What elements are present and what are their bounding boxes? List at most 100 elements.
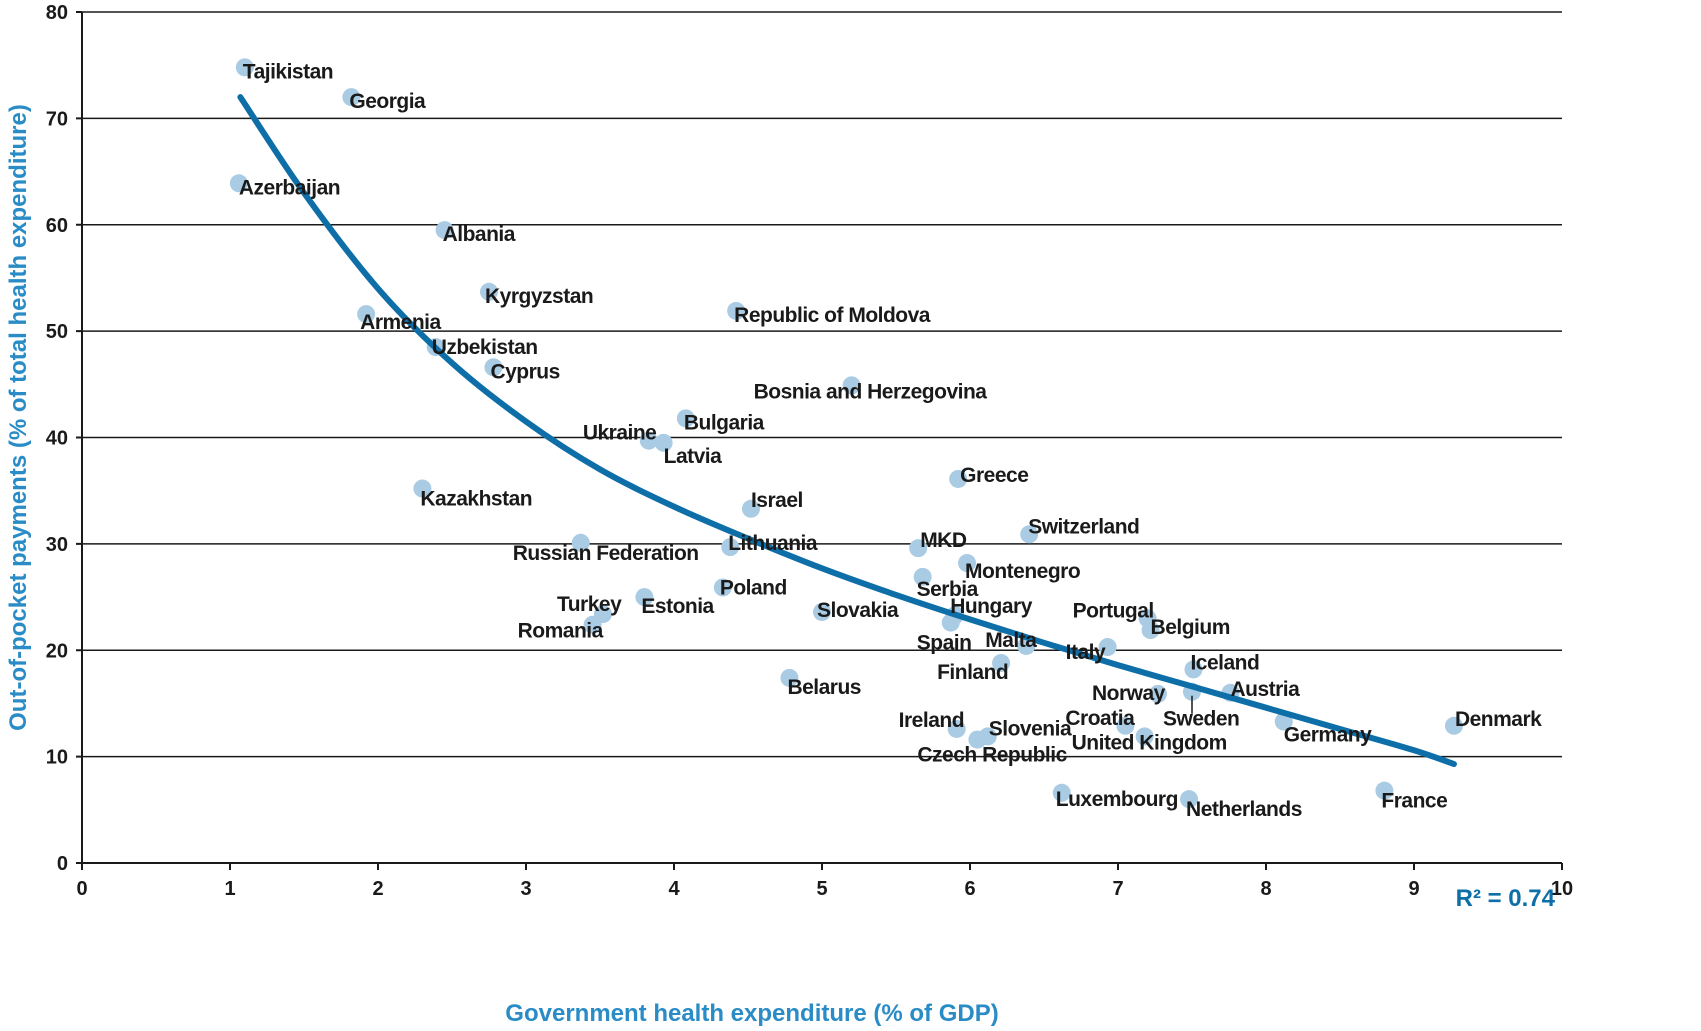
point-luxembourg bbox=[1052, 783, 1071, 802]
point-tajikistan bbox=[235, 58, 254, 77]
label-armenia: Armenia bbox=[360, 311, 441, 334]
x-tick-label-7: 7 bbox=[1112, 878, 1123, 900]
point-russian-federation bbox=[571, 533, 590, 552]
trend-curve bbox=[237, 94, 1457, 768]
point-netherlands bbox=[1180, 790, 1199, 809]
x-tick-label-8: 8 bbox=[1260, 878, 1271, 900]
label-malta: Malta bbox=[985, 629, 1037, 652]
point-israel bbox=[741, 499, 760, 518]
label-estonia: Estonia bbox=[641, 595, 714, 618]
label-spain: Spain bbox=[917, 632, 972, 655]
label-cyprus: Cyprus bbox=[490, 360, 559, 383]
point-greece bbox=[949, 469, 968, 488]
point-bulgaria bbox=[676, 409, 695, 428]
point-serbia bbox=[913, 567, 932, 586]
label-france: France bbox=[1381, 790, 1447, 813]
label-ukraine: Ukraine bbox=[583, 422, 657, 445]
x-tick-label-5: 5 bbox=[816, 878, 827, 900]
point-croatia bbox=[1116, 716, 1135, 735]
y-tick-label-70: 70 bbox=[46, 108, 68, 130]
point-romania bbox=[583, 615, 602, 634]
point-estonia bbox=[635, 588, 654, 607]
point-ireland bbox=[947, 719, 966, 738]
y-axis-title: Out-of-pocket payments (% of total healt… bbox=[5, 104, 32, 731]
point-finland bbox=[992, 654, 1011, 673]
point-czech-republic bbox=[968, 730, 987, 749]
label-finland: Finland bbox=[937, 661, 1008, 684]
point-belarus bbox=[780, 668, 799, 687]
point-belgium bbox=[1141, 621, 1160, 640]
y-tick-label-30: 30 bbox=[46, 534, 68, 556]
y-tick-label-50: 50 bbox=[46, 321, 68, 343]
point-kyrgyzstan bbox=[480, 282, 498, 301]
label-serbia: Serbia bbox=[917, 578, 979, 601]
point-italy bbox=[1098, 638, 1117, 657]
label-poland: Poland bbox=[720, 576, 787, 599]
point-poland bbox=[713, 578, 732, 597]
label-uzbekistan: Uzbekistan bbox=[432, 336, 538, 359]
label-georgia: Georgia bbox=[349, 90, 426, 113]
tick-labels: 0 10 20 30 40 50 60 70 80 0 1 2 3 4 5 6 7 8 9 10 bbox=[46, 2, 1573, 900]
label-austria: Austria bbox=[1230, 678, 1300, 701]
label-montenegro: Montenegro bbox=[965, 560, 1080, 583]
label-iceland: Iceland bbox=[1190, 651, 1259, 674]
x-tick-label-6: 6 bbox=[964, 878, 975, 900]
label-netherlands: Netherlands bbox=[1186, 798, 1302, 821]
label-denmark: Denmark bbox=[1455, 708, 1542, 731]
label-kyrgyzstan: Kyrgyzstan bbox=[485, 285, 593, 308]
point-spain bbox=[941, 613, 960, 632]
label-kazakhstan: Kazakhstan bbox=[420, 488, 532, 511]
point-albania bbox=[435, 221, 454, 240]
x-tick-label-4: 4 bbox=[668, 878, 680, 900]
point-denmark bbox=[1444, 716, 1463, 735]
point-iceland bbox=[1184, 660, 1203, 679]
r-squared-annotation: R² = 0.74 bbox=[1456, 885, 1556, 912]
point-france bbox=[1375, 781, 1394, 800]
label-hungary: Hungary bbox=[950, 595, 1032, 618]
label-luxembourg: Luxembourg bbox=[1056, 788, 1178, 811]
label-sweden: Sweden bbox=[1163, 708, 1239, 731]
label-germany: Germany bbox=[1284, 724, 1372, 747]
point-bosnia-and-herzegovina bbox=[842, 376, 861, 395]
x-tick-label-10: 10 bbox=[1551, 878, 1573, 900]
point-united-kingdom bbox=[1135, 727, 1154, 746]
label-switzerland: Switzerland bbox=[1028, 515, 1139, 538]
y-tick-label-0: 0 bbox=[57, 853, 68, 875]
label-slovakia: Slovakia bbox=[817, 599, 899, 622]
label-russian-federation: Russian Federation bbox=[513, 542, 699, 565]
point-georgia bbox=[342, 88, 361, 107]
label-greece: Greece bbox=[960, 464, 1028, 487]
y-tick-label-20: 20 bbox=[46, 640, 68, 662]
point-cyprus bbox=[484, 358, 503, 377]
label-ireland: Ireland bbox=[899, 709, 964, 732]
label-bulgaria: Bulgaria bbox=[684, 411, 765, 434]
x-tick-label-9: 9 bbox=[1408, 878, 1419, 900]
label-united-kingdom: United Kingdom bbox=[1072, 731, 1227, 754]
point-mkd bbox=[909, 539, 928, 558]
label-tajikistan: Tajikistan bbox=[243, 60, 333, 83]
label-azerbaijan: Azerbaijan bbox=[239, 176, 340, 199]
label-lithuania: Lithuania bbox=[728, 532, 818, 555]
point-latvia bbox=[654, 433, 673, 452]
point-labels: Tajikistan Georgia Azerbaijan Albania Kyrgyz… bbox=[239, 60, 1543, 821]
label-norway: Norway bbox=[1092, 682, 1166, 705]
x-axis-title: Government health expenditure (% of GDP) bbox=[505, 1000, 998, 1027]
point-ukraine bbox=[639, 431, 658, 450]
point-republic-of-moldova bbox=[727, 301, 746, 320]
x-tick-label-0: 0 bbox=[76, 878, 87, 900]
label-portugal: Portugal bbox=[1073, 599, 1154, 622]
label-slovenia: Slovenia bbox=[989, 717, 1072, 740]
point-kazakhstan bbox=[413, 479, 432, 498]
label-croatia: Croatia bbox=[1065, 707, 1135, 730]
point-slovakia bbox=[813, 602, 831, 621]
y-tick-label-60: 60 bbox=[46, 215, 68, 237]
label-turkey: Turkey bbox=[557, 593, 622, 616]
label-albania: Albania bbox=[443, 223, 516, 246]
label-mkd: MKD bbox=[920, 529, 967, 552]
label-latvia: Latvia bbox=[664, 445, 723, 468]
label-czech-republic: Czech Republic bbox=[917, 744, 1067, 767]
x-tick-label-1: 1 bbox=[224, 878, 235, 900]
point-montenegro bbox=[958, 554, 977, 573]
